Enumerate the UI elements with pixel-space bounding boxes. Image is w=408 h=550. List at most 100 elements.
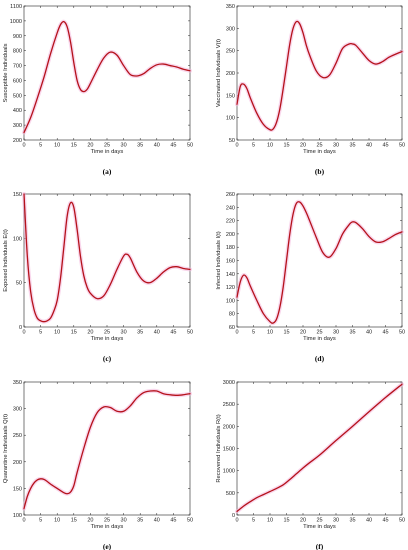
x-tick-label: 35: [137, 143, 143, 149]
y-tick-label: 500: [13, 93, 22, 99]
x-tick-label: 10: [54, 330, 60, 336]
y-axis-label: Infected Individuals I(t): [216, 231, 222, 289]
series-line-1: [236, 20, 403, 131]
x-tick-label: 10: [54, 518, 60, 524]
y-tick-label: 50: [229, 138, 235, 144]
x-axis-label: Time in days: [91, 336, 124, 342]
x-tick-label: 10: [267, 330, 273, 336]
panel-caption: (e): [103, 542, 112, 550]
x-tick-label: 35: [349, 330, 355, 336]
y-tick-label: 200: [13, 460, 22, 466]
y-tick-label: 140: [226, 272, 235, 278]
x-tick-label: 40: [154, 143, 160, 149]
chart-panel-4: 0 5 10 15 20 25 30 35 40 45 50 60 80 100 120 140 160 180 2…: [216, 192, 405, 363]
y-tick-label: 300: [226, 26, 235, 32]
y-tick-label: 300: [13, 407, 22, 413]
panel-caption: (a): [103, 167, 112, 176]
x-tick-label: 25: [316, 518, 322, 524]
y-tick-label: 50: [16, 281, 22, 287]
x-tick-label: 5: [252, 518, 255, 524]
y-axis-label: Vaccinated Individuals V(t): [216, 39, 222, 107]
y-tick-label: 100: [13, 513, 22, 519]
x-tick-label: 45: [170, 330, 176, 336]
series-line-1: [236, 383, 403, 513]
x-tick-label: 40: [366, 518, 372, 524]
y-tick-label: 350: [13, 380, 22, 386]
y-tick-label: 250: [226, 49, 235, 55]
x-tick-label: 30: [121, 143, 127, 149]
x-tick-label: 0: [235, 330, 238, 336]
y-tick-label: 1100: [10, 4, 22, 10]
x-tick-label: 35: [137, 330, 143, 336]
x-tick-label: 40: [366, 330, 372, 336]
x-tick-label: 45: [382, 143, 388, 149]
x-tick-label: 30: [333, 330, 339, 336]
x-tick-label: 10: [267, 518, 273, 524]
x-tick-label: 10: [54, 143, 60, 149]
x-axis-label: Time in days: [91, 524, 124, 530]
y-tick-label: 700: [13, 64, 22, 70]
x-tick-label: 30: [333, 143, 339, 149]
y-tick-label: 220: [226, 219, 235, 225]
x-tick-label: 5: [39, 330, 42, 336]
y-tick-label: 0: [19, 325, 22, 331]
plot-frame: [23, 193, 191, 328]
x-tick-label: 20: [87, 518, 93, 524]
y-tick-label: 600: [13, 78, 22, 84]
y-tick-label: 80: [229, 312, 235, 318]
y-tick-label: 260: [226, 192, 235, 198]
chart-panel-5: 0 5 10 15 20 25 30 35 40 45 50 100 150 200 250 300 350 Ti…: [3, 380, 193, 550]
x-tick-label: 5: [252, 143, 255, 149]
x-tick-label: 50: [399, 330, 405, 336]
x-tick-label: 50: [187, 518, 193, 524]
x-axis-label: Time in days: [303, 149, 336, 155]
y-tick-label: 0: [232, 513, 235, 519]
x-tick-label: 20: [87, 330, 93, 336]
y-tick-label: 60: [229, 325, 235, 331]
y-tick-label: 350: [226, 4, 235, 10]
x-tick-label: 15: [283, 518, 289, 524]
x-tick-label: 25: [104, 518, 110, 524]
series-line-1: [236, 201, 403, 324]
x-tick-label: 40: [154, 330, 160, 336]
x-tick-label: 30: [121, 330, 127, 336]
x-tick-label: 0: [22, 518, 25, 524]
y-tick-label: 1000: [223, 469, 235, 475]
panel-caption: (b): [315, 167, 325, 176]
x-tick-label: 15: [283, 143, 289, 149]
x-tick-label: 50: [187, 143, 193, 149]
x-axis-label: Time in days: [303, 524, 336, 530]
y-tick-label: 300: [13, 123, 22, 129]
y-tick-label: 2000: [223, 424, 235, 430]
y-tick-label: 3000: [223, 380, 235, 386]
chart-panel-3: 0 5 10 15 20 25 30 35 40 45 50 0 50 100 150 Time in day…: [3, 192, 193, 363]
x-tick-label: 15: [283, 330, 289, 336]
x-tick-label: 25: [316, 330, 322, 336]
x-tick-label: 45: [382, 518, 388, 524]
y-axis-label: Susceptible Individuals: [3, 43, 9, 102]
panel-caption: (f): [316, 542, 324, 550]
chart-panel-6: 0 5 10 15 20 25 30 35 40 45 5005001000150020002500…: [216, 380, 405, 550]
y-axis-label: Exposed Individuals E(t): [3, 229, 9, 292]
x-tick-label: 5: [252, 330, 255, 336]
x-tick-label: 45: [170, 518, 176, 524]
panel-caption: (c): [103, 354, 112, 363]
x-tick-label: 30: [121, 518, 127, 524]
x-tick-label: 0: [22, 143, 25, 149]
y-tick-label: 100: [226, 116, 235, 122]
y-tick-label: 400: [13, 108, 22, 114]
series-line-1: [23, 20, 191, 134]
x-tick-label: 50: [399, 143, 405, 149]
x-tick-label: 35: [349, 518, 355, 524]
x-tick-label: 20: [87, 143, 93, 149]
y-tick-label: 1000: [10, 19, 22, 25]
y-tick-label: 200: [226, 71, 235, 77]
x-tick-label: 10: [267, 143, 273, 149]
x-tick-label: 20: [300, 330, 306, 336]
x-tick-label: 40: [154, 518, 160, 524]
x-tick-label: 0: [235, 143, 238, 149]
y-tick-label: 500: [226, 491, 235, 497]
y-axis-label: Recovered Individuals R(t): [216, 414, 222, 482]
y-tick-label: 240: [226, 205, 235, 211]
